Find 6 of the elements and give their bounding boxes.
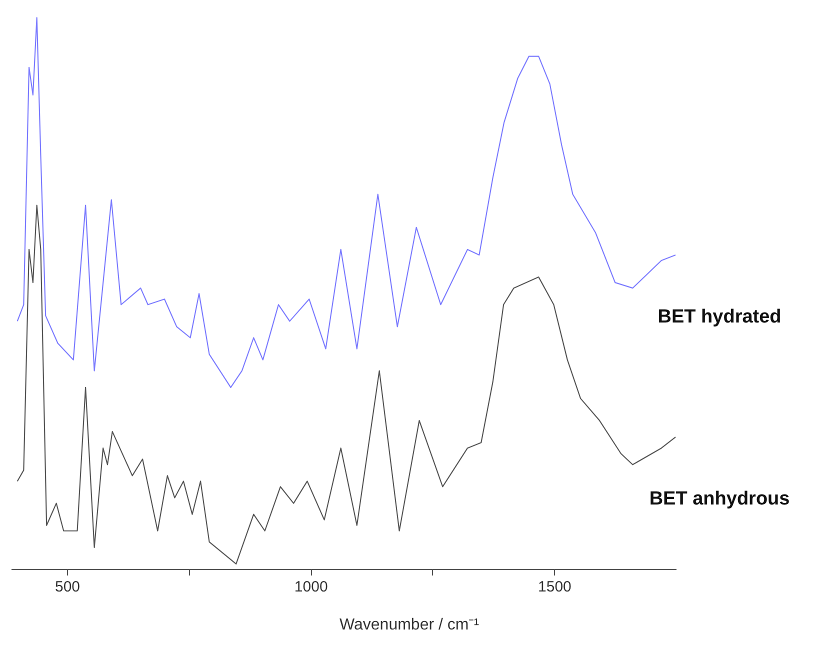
x-tick-label: 500 (55, 578, 80, 596)
x-tick-label: 1000 (294, 578, 328, 596)
series-label: BET hydrated (658, 306, 782, 328)
x-axis-title: Wavenumber / cm⁻¹ (340, 616, 480, 634)
x-tick-label: 1500 (538, 578, 572, 596)
series-label: BET anhydrous (649, 488, 790, 510)
